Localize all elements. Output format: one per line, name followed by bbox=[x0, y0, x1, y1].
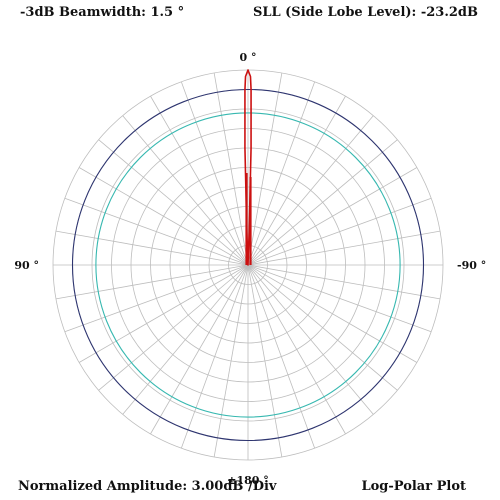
grid-spoke bbox=[180, 264, 249, 449]
grid-spoke bbox=[78, 167, 249, 266]
grid-spoke bbox=[247, 115, 374, 266]
reference-ring-outer bbox=[71, 88, 425, 442]
grid-spoke bbox=[55, 230, 249, 266]
grid-spoke bbox=[247, 139, 398, 266]
angle-label-90: 90 ° bbox=[14, 259, 39, 272]
angle-labels: 0 ° 90 ° -90 ° ±180 ° bbox=[14, 51, 486, 487]
side-lobe-level-label: SLL (Side Lobe Level): -23.2dB bbox=[252, 5, 478, 20]
grid-spoke bbox=[247, 264, 441, 300]
reference-rings bbox=[71, 88, 425, 442]
grid-spoke bbox=[122, 115, 249, 266]
angle-label-0: 0 ° bbox=[240, 51, 257, 64]
grid-spoke bbox=[247, 264, 374, 415]
polar-grid bbox=[52, 69, 444, 461]
grid-spoke bbox=[247, 95, 346, 266]
grid-spoke bbox=[180, 81, 249, 266]
beamwidth-label: -3dB Beamwidth: 1.5 ° bbox=[20, 5, 185, 20]
radiation-pattern bbox=[244, 69, 252, 266]
grid-spoke bbox=[98, 139, 249, 266]
grid-spoke bbox=[98, 264, 249, 391]
grid-spoke bbox=[150, 264, 249, 435]
grid-spoke bbox=[122, 264, 249, 415]
grid-spoke bbox=[247, 197, 432, 266]
grid-spoke bbox=[247, 264, 418, 363]
grid-spoke bbox=[247, 81, 316, 266]
grid-spoke bbox=[247, 264, 398, 391]
grid-spoke bbox=[64, 197, 249, 266]
grid-spoke bbox=[150, 95, 249, 266]
grid-spoke bbox=[213, 264, 249, 458]
angle-label-180: ±180 ° bbox=[227, 474, 269, 487]
grid-spoke bbox=[247, 264, 346, 435]
reference-ring-inner bbox=[95, 112, 401, 418]
grid-spoke bbox=[247, 264, 283, 458]
grid-spoke bbox=[247, 72, 283, 266]
grid-spoke bbox=[247, 264, 316, 449]
angle-label-minus-90: -90 ° bbox=[457, 259, 486, 272]
grid-spoke bbox=[64, 264, 249, 333]
amplitude-scale-label: Normalized Amplitude: 3.00dB /Div bbox=[18, 479, 277, 494]
plot-type-label: Log-Polar Plot bbox=[361, 479, 466, 494]
grid-spoke bbox=[247, 167, 418, 266]
grid-spoke bbox=[247, 230, 441, 266]
grid-spoke bbox=[247, 264, 432, 333]
grid-spoke bbox=[78, 264, 249, 363]
grid-spoke bbox=[213, 72, 249, 266]
grid-spoke bbox=[55, 264, 249, 300]
